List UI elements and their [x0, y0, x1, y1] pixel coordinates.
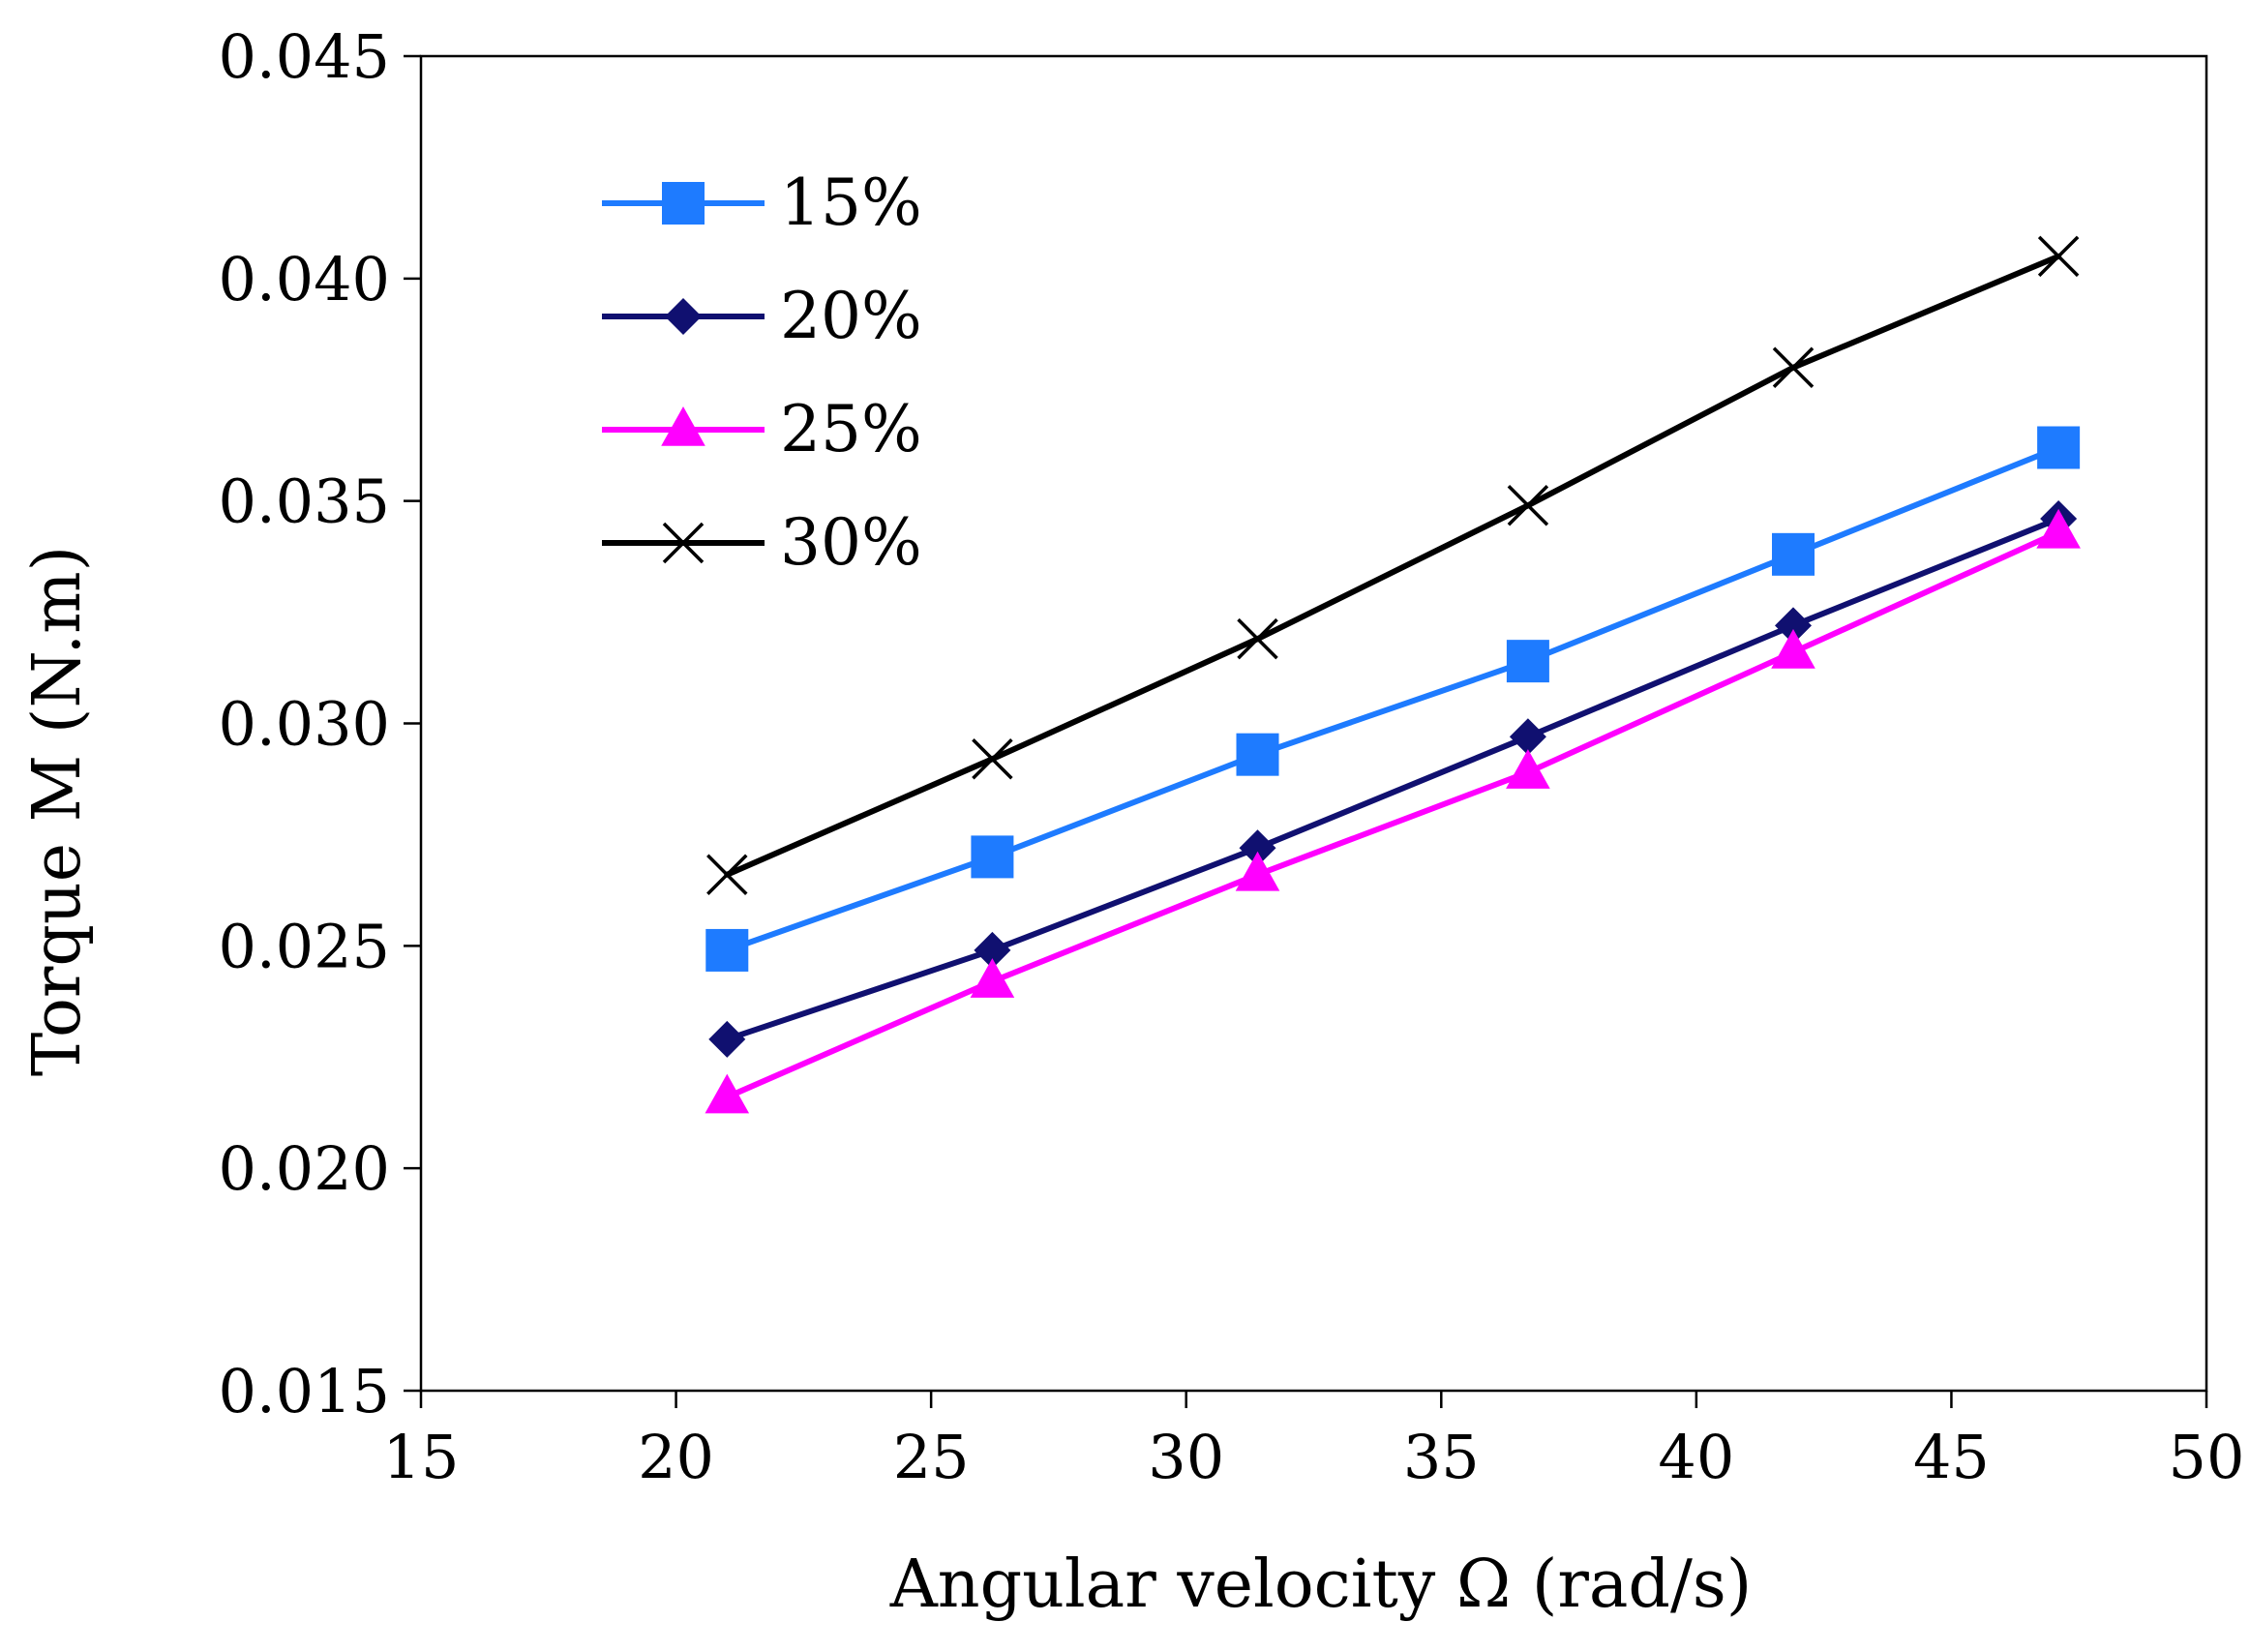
legend-label-25pct: 25%	[780, 392, 922, 466]
plot-frame	[419, 54, 2208, 1393]
series-25pct-point-4	[1771, 628, 1815, 669]
x-tick-label-6: 45	[1913, 1422, 1990, 1492]
legend-label-15pct: 15%	[780, 165, 922, 240]
x-tick-label-2: 25	[893, 1422, 970, 1492]
series-30pct-point-0-stroke-b	[706, 854, 748, 896]
series-15pct-point-5	[2037, 426, 2081, 469]
y-tick-label-6: 0.045	[219, 21, 391, 92]
legend-marker-20pct	[665, 298, 702, 335]
series-25pct-point-2	[1235, 851, 1280, 891]
axes-layer: 0.015 0.020 0.025 0.030 0.035 0.040 0.045 15 20 2…	[219, 21, 2245, 1492]
legend-marker-25pct	[661, 406, 705, 446]
y-tick-label-3: 0.030	[219, 689, 391, 760]
series-30pct-point-5-stroke-b	[2037, 235, 2080, 278]
series-20pct-point-2	[1239, 829, 1276, 867]
x-axis-title: Angular velocity Ω (rad/s)	[889, 1547, 1753, 1623]
series-25pct-point-5	[2036, 508, 2081, 549]
series-25pct-point-3	[1506, 749, 1550, 789]
series-30pct-point-1-stroke-b	[972, 738, 1013, 780]
series-15pct-point-4	[1772, 532, 1815, 576]
y-tick-label-1: 0.020	[219, 1133, 391, 1204]
legend-marker-15pct	[662, 182, 705, 225]
series-15pct-point-1	[971, 835, 1014, 879]
series-30pct-point-5	[2037, 235, 2080, 278]
series-30pct-point-3-stroke-b	[1507, 485, 1549, 526]
y-tick-label-5: 0.040	[219, 244, 391, 315]
y-tick-label-2: 0.025	[219, 911, 391, 981]
series-30pct-point-1	[972, 738, 1013, 780]
series-line-20pct	[724, 516, 2062, 1042]
series-20pct-point-4	[1775, 607, 1813, 645]
series-15pct-point-2	[1236, 733, 1279, 776]
legend-marker-30pct	[662, 522, 705, 564]
series-20pct-point-0	[708, 1020, 746, 1058]
y-tick-label-0: 0.015	[219, 1356, 391, 1427]
x-tick-label-7: 50	[2169, 1422, 2245, 1492]
legend-layer: 15% 20% 25% 30%	[602, 165, 922, 580]
series-15pct-point-0	[705, 928, 749, 972]
series-line-30pct	[724, 253, 2062, 878]
x-tick-label-3: 30	[1148, 1422, 1224, 1492]
series-20pct-point-1	[974, 931, 1011, 969]
series-30pct-point-2	[1237, 617, 1278, 660]
series-line-25pct	[724, 528, 2062, 1100]
series-25pct-point-0	[705, 1073, 750, 1114]
series-25pct-point-1	[970, 958, 1015, 998]
series-line-15pct	[724, 444, 2062, 953]
x-tick-label-0: 15	[383, 1422, 460, 1492]
series-30pct-point-0	[706, 854, 748, 896]
series-30pct-point-4-stroke-b	[1772, 346, 1815, 389]
y-axis-title: Torque M (N.m)	[19, 546, 96, 1076]
series-30pct-point-4	[1772, 346, 1815, 389]
x-tick-label-4: 35	[1403, 1422, 1480, 1492]
legend-label-30pct: 30%	[780, 505, 922, 580]
series-30pct-point-2-stroke-b	[1237, 617, 1278, 660]
legend-label-20pct: 20%	[780, 279, 922, 353]
series-15pct-point-3	[1506, 640, 1549, 683]
legend-marker-30pct-stroke-b	[662, 522, 705, 564]
x-tick-label-5: 40	[1658, 1422, 1734, 1492]
x-tick-label-1: 20	[638, 1422, 714, 1492]
y-tick-label-4: 0.035	[219, 466, 391, 537]
series-layer	[705, 235, 2081, 1114]
series-30pct-point-3	[1507, 485, 1549, 526]
series-20pct-point-3	[1509, 718, 1546, 756]
